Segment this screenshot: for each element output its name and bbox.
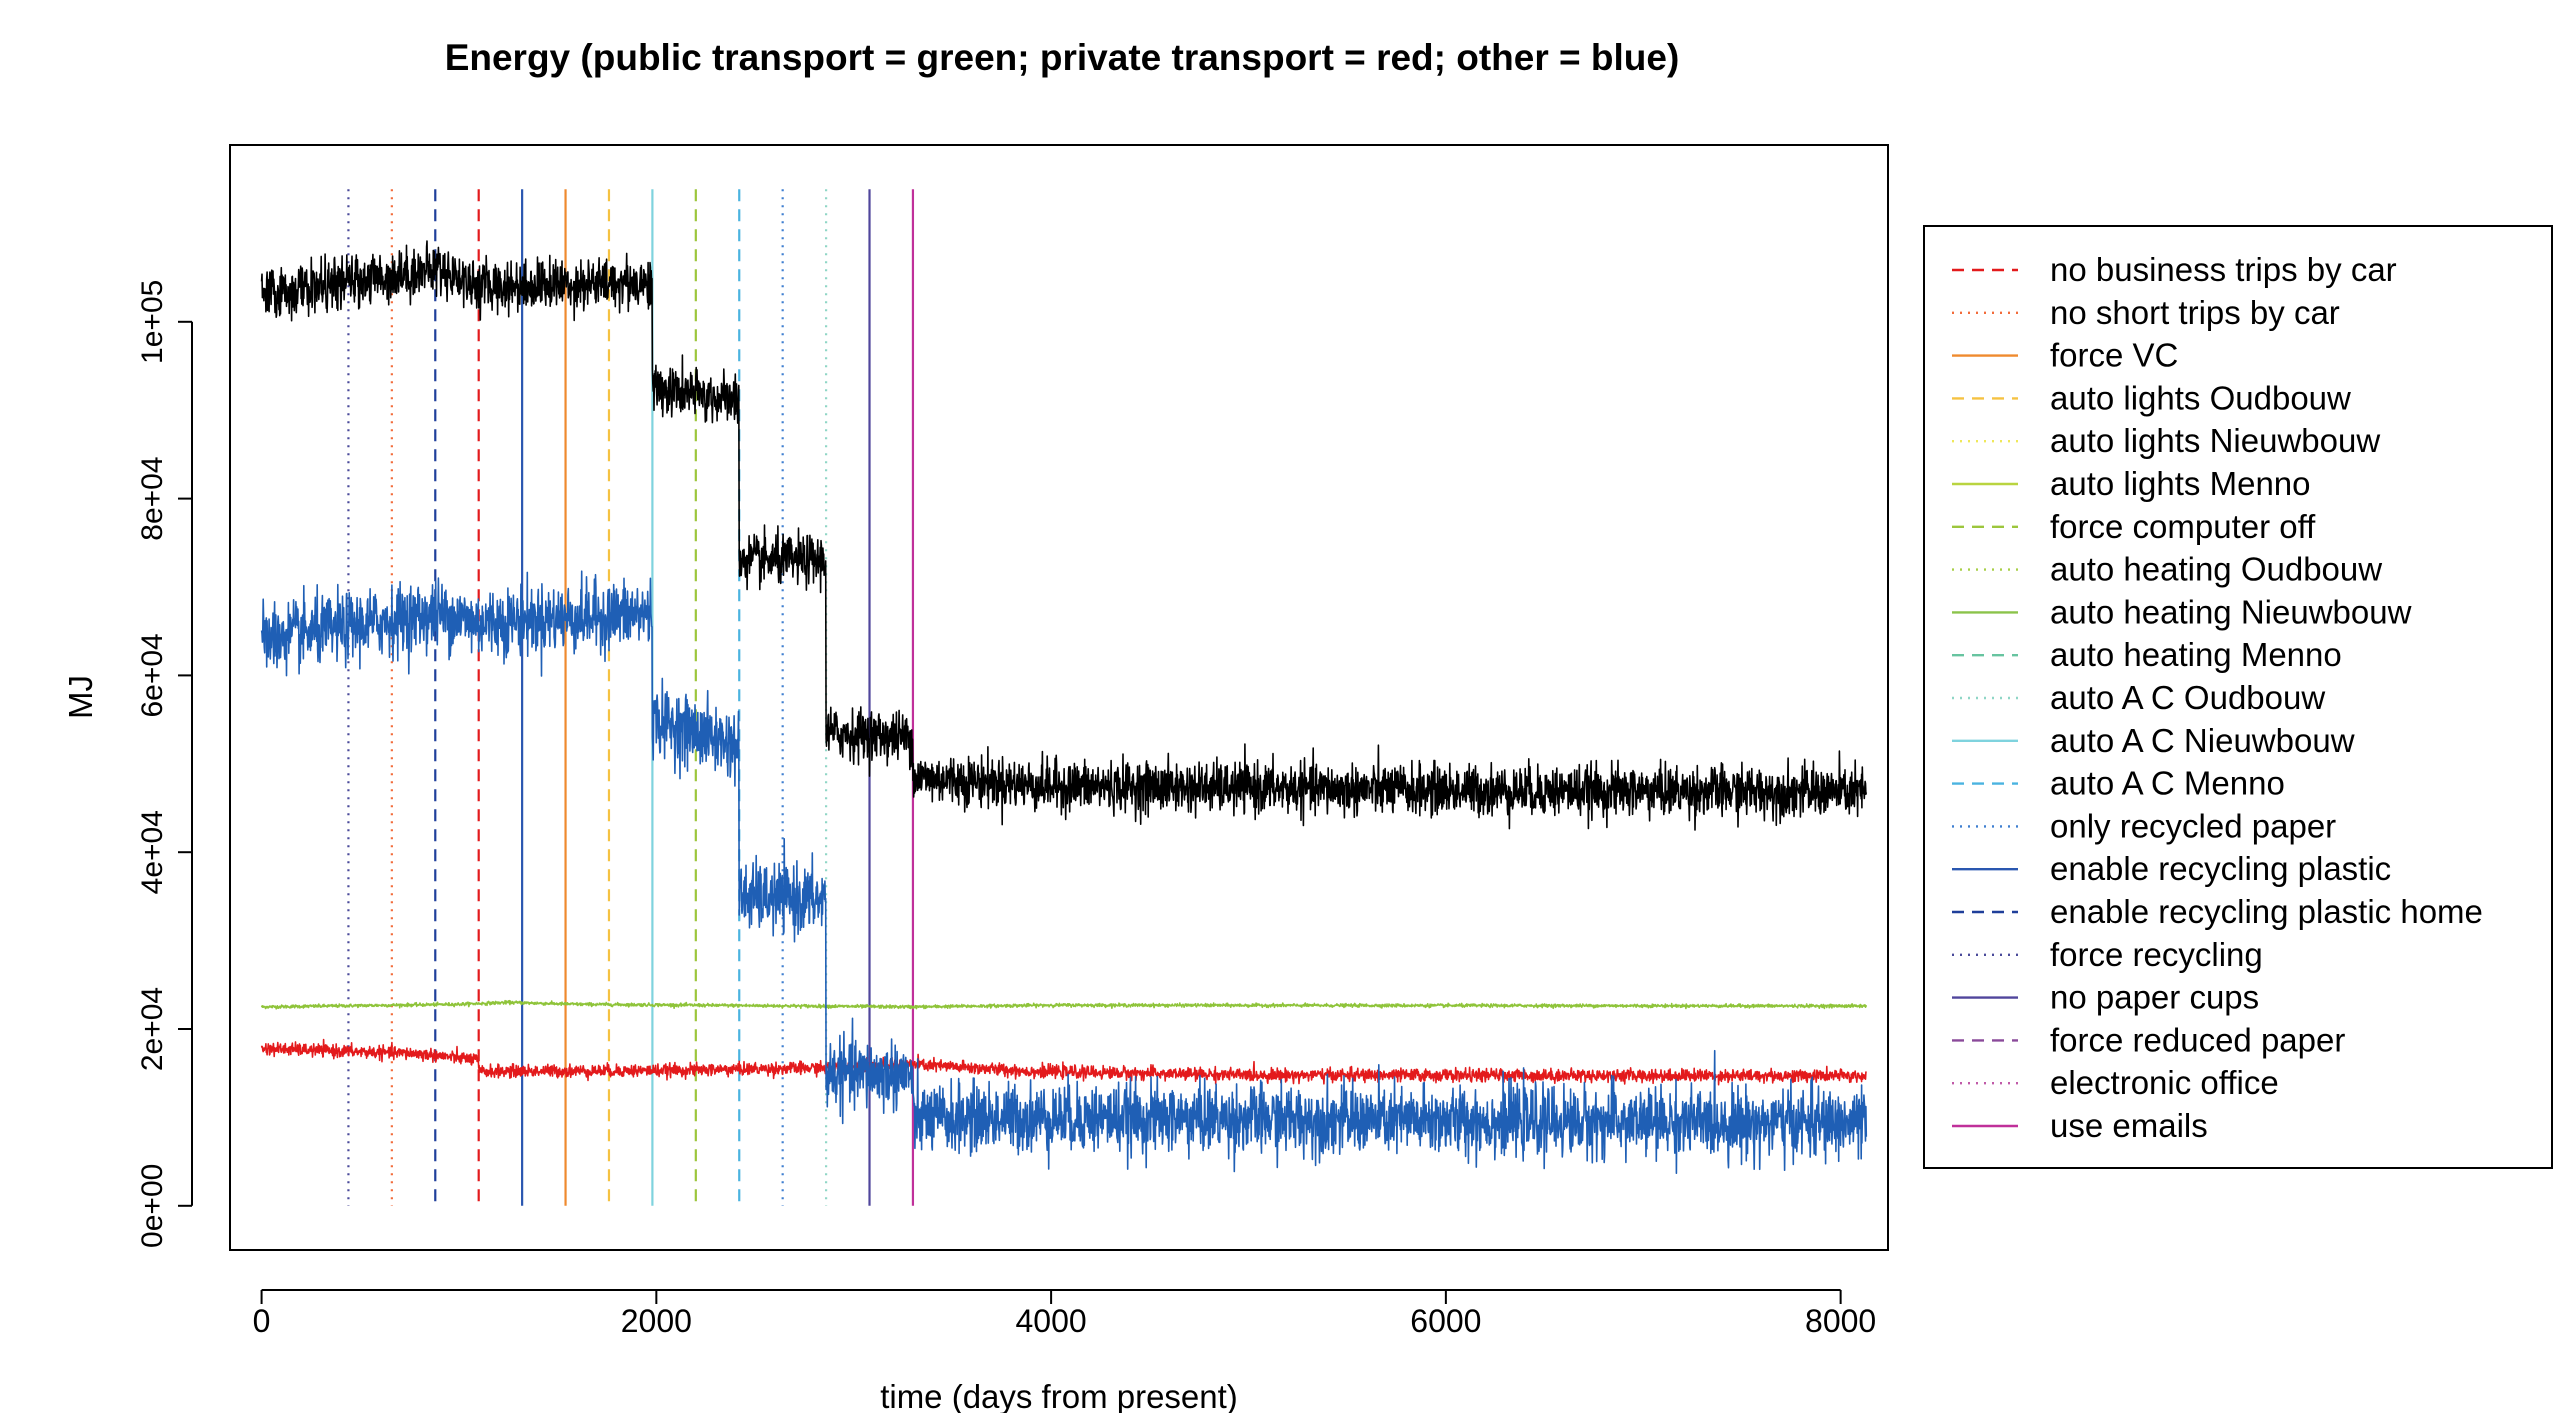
- legend-item: auto lights Oudbouw: [1952, 379, 2351, 416]
- legend-item: force reduced paper: [1952, 1021, 2345, 1058]
- x-tick-label: 0: [253, 1303, 271, 1339]
- x-axis-label: time (days from present): [880, 1378, 1238, 1413]
- legend-item: auto heating Nieuwbouw: [1952, 593, 2412, 630]
- legend-label: auto heating Menno: [2050, 636, 2342, 673]
- y-tick-label: 6e+04: [136, 633, 169, 717]
- series-layer: [260, 240, 1868, 1174]
- legend-item: force recycling: [1952, 936, 2263, 973]
- legend-label: force reduced paper: [2050, 1021, 2345, 1058]
- legend-item: auto heating Oudbouw: [1952, 551, 2382, 588]
- legend-item: no paper cups: [1952, 979, 2259, 1016]
- legend-label: auto heating Nieuwbouw: [2050, 593, 2412, 630]
- legend: no business trips by car no short trips b…: [1952, 251, 2483, 1144]
- legend-label: auto heating Oudbouw: [2050, 551, 2382, 588]
- chart-title: Energy (public transport = green; privat…: [445, 37, 1680, 78]
- legend-item: auto lights Menno: [1952, 465, 2311, 502]
- x-tick-label: 4000: [1016, 1303, 1087, 1339]
- x-tick-label: 2000: [621, 1303, 692, 1339]
- plot-frame: [229, 144, 1889, 1251]
- legend-item: force VC: [1952, 337, 2178, 374]
- legend-label: auto A C Menno: [2050, 765, 2285, 802]
- y-axis-label: MJ: [62, 675, 99, 719]
- legend-item: no short trips by car: [1952, 294, 2340, 331]
- legend-label: use emails: [2050, 1107, 2208, 1144]
- legend-label: force VC: [2050, 337, 2178, 374]
- legend-label: auto A C Oudbouw: [2050, 679, 2325, 716]
- legend-label: auto lights Menno: [2050, 465, 2311, 502]
- legend-box: [1923, 225, 2553, 1169]
- legend-label: auto lights Oudbouw: [2050, 379, 2351, 416]
- legend-item: auto lights Nieuwbouw: [1952, 422, 2380, 459]
- legend-label: no short trips by car: [2050, 294, 2340, 331]
- legend-item: use emails: [1952, 1107, 2208, 1144]
- y-tick-label: 2e+04: [136, 987, 169, 1071]
- x-tick-label: 6000: [1410, 1303, 1481, 1339]
- legend-item: only recycled paper: [1952, 807, 2336, 844]
- legend-item: enable recycling plastic: [1952, 850, 2391, 887]
- x-tick-label: 8000: [1805, 1303, 1876, 1339]
- series-line-2: [260, 1038, 1867, 1086]
- legend-label: force computer off: [2050, 508, 2316, 545]
- legend-label: auto A C Nieuwbouw: [2050, 722, 2355, 759]
- y-tick-label: 4e+04: [136, 810, 169, 894]
- series-line-0: [260, 240, 1868, 831]
- legend-item: electronic office: [1952, 1064, 2279, 1101]
- legend-label: no paper cups: [2050, 979, 2259, 1016]
- y-tick-label: 8e+04: [136, 456, 169, 540]
- series-line-1: [260, 570, 1868, 1174]
- y-tick-label: 1e+05: [136, 280, 169, 364]
- y-axis: 0e+00 2e+04 4e+04 6e+04 8e+04 1e+05: [136, 280, 193, 1248]
- legend-label: enable recycling plastic: [2050, 850, 2391, 887]
- series-line-3: [260, 999, 1868, 1010]
- legend-item: auto A C Oudbouw: [1952, 679, 2325, 716]
- legend-label: no business trips by car: [2050, 251, 2397, 288]
- legend-item: no business trips by car: [1952, 251, 2397, 288]
- legend-label: auto lights Nieuwbouw: [2050, 422, 2380, 459]
- legend-item: force computer off: [1952, 508, 2316, 545]
- legend-item: auto A C Nieuwbouw: [1952, 722, 2355, 759]
- legend-label: force recycling: [2050, 936, 2263, 973]
- y-tick-label: 0e+00: [136, 1164, 169, 1248]
- legend-item: auto A C Menno: [1952, 765, 2285, 802]
- legend-label: electronic office: [2050, 1064, 2279, 1101]
- legend-label: only recycled paper: [2050, 807, 2336, 844]
- legend-label: enable recycling plastic home: [2050, 893, 2483, 930]
- x-axis: 0 2000 4000 6000 8000: [253, 1289, 1876, 1339]
- legend-item: enable recycling plastic home: [1952, 893, 2483, 930]
- legend-item: auto heating Menno: [1952, 636, 2342, 673]
